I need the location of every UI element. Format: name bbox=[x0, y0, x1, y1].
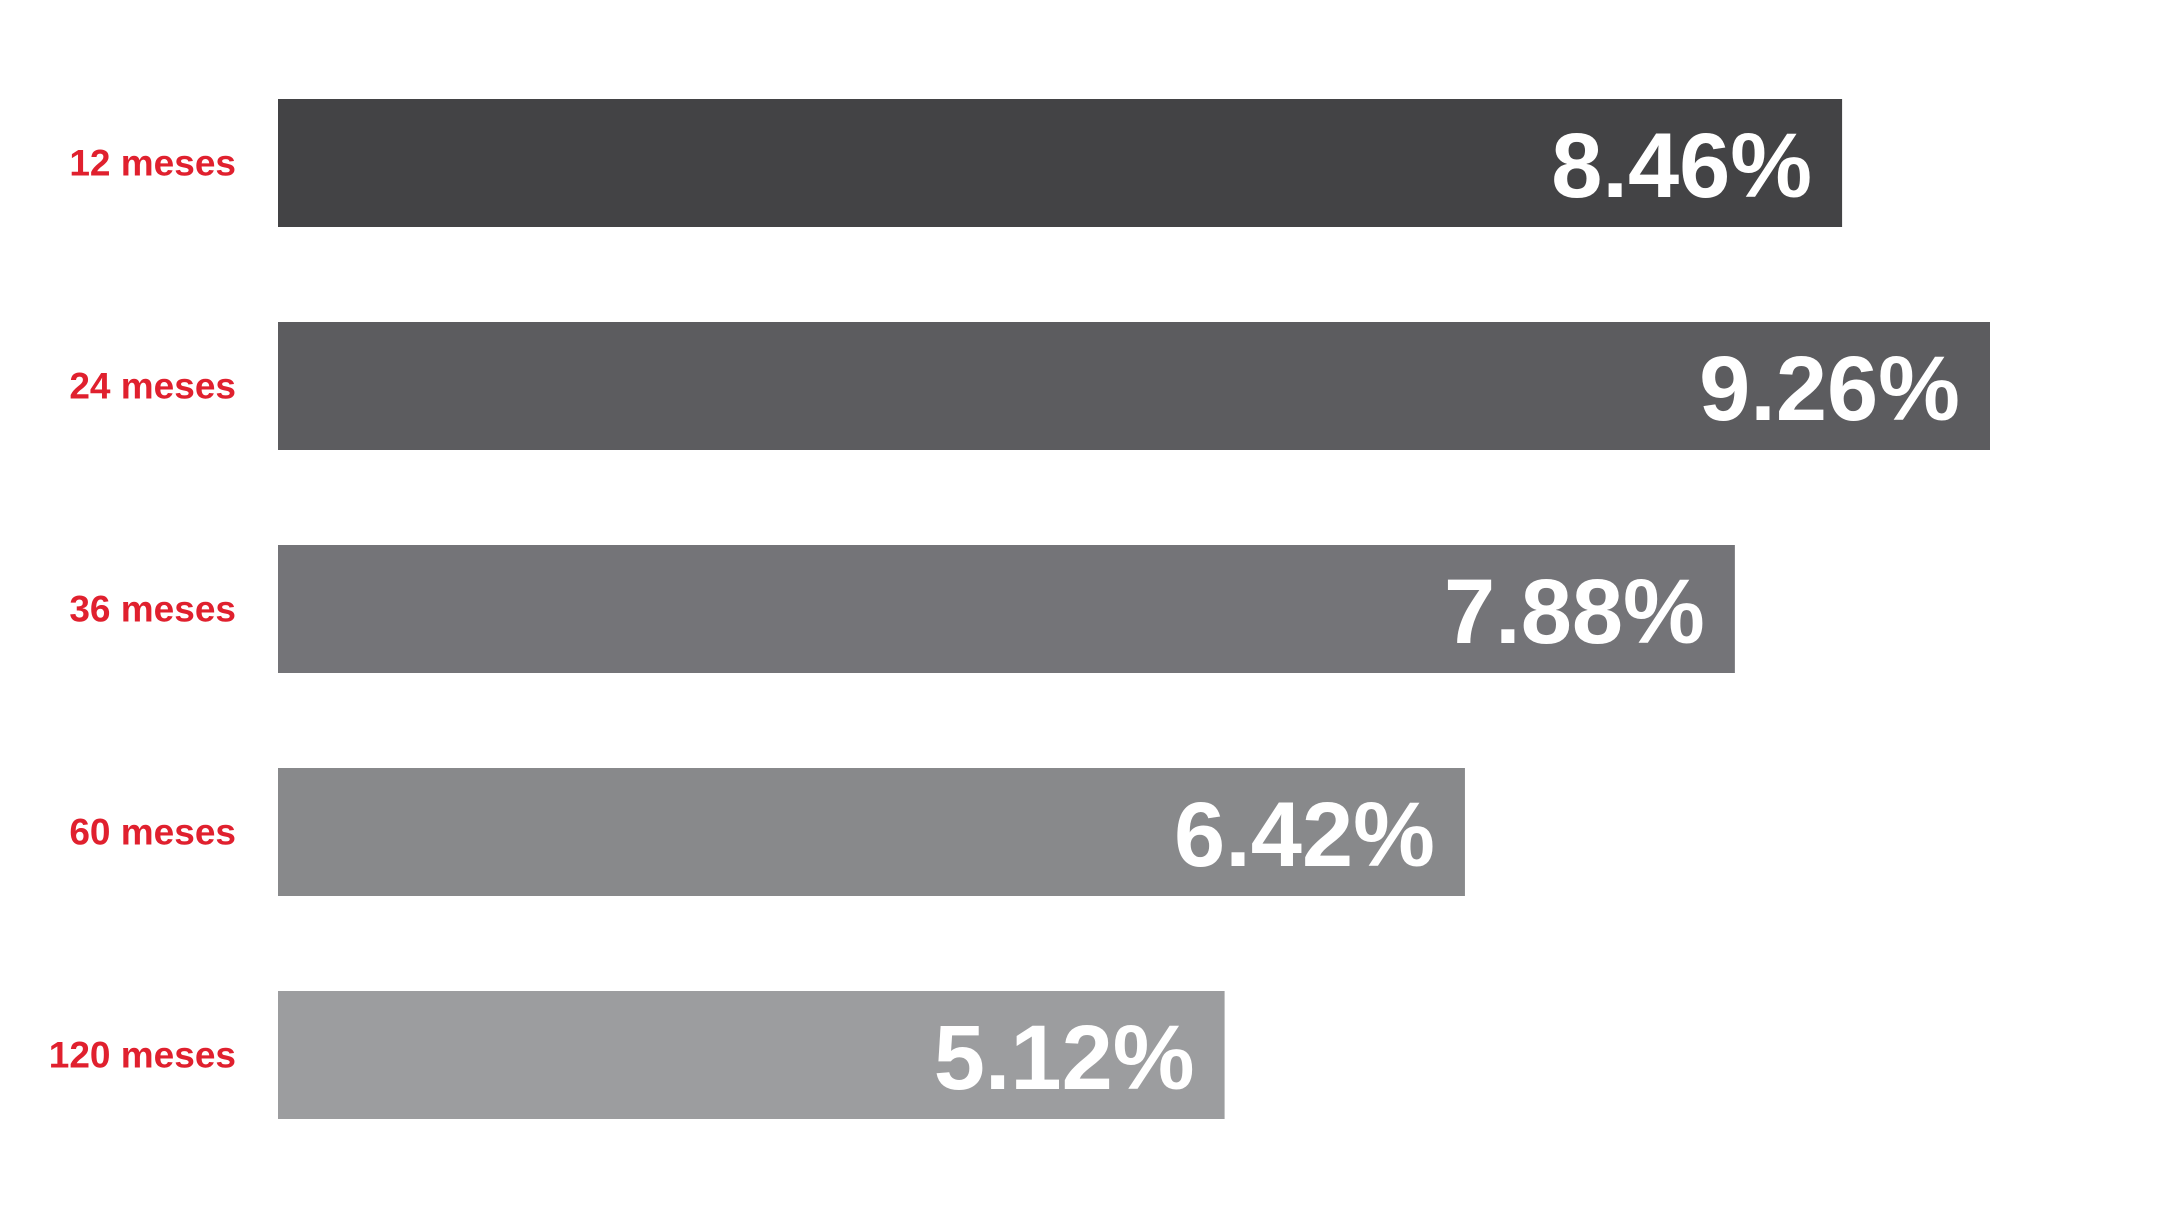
bar bbox=[278, 99, 1843, 227]
value-label: 8.46% bbox=[1551, 115, 1812, 217]
category-labels-group: 12 meses 24 meses 36 meses 60 meses 120 mese… bbox=[49, 143, 236, 1076]
category-label: 24 meses bbox=[69, 366, 236, 407]
bar bbox=[278, 768, 1465, 896]
value-label: 6.42% bbox=[1174, 784, 1435, 886]
bar bbox=[278, 991, 1225, 1119]
bar bbox=[278, 322, 1990, 450]
value-label: 7.88% bbox=[1444, 561, 1705, 663]
value-label: 9.26% bbox=[1699, 338, 1960, 440]
category-label: 120 meses bbox=[49, 1035, 236, 1076]
category-label: 36 meses bbox=[69, 589, 236, 630]
value-labels-group: 8.46% 9.26% 7.88% 6.42% 5.12% bbox=[934, 115, 1960, 1109]
category-label: 60 meses bbox=[69, 812, 236, 853]
bar bbox=[278, 545, 1735, 673]
category-label: 12 meses bbox=[69, 143, 236, 184]
value-label: 5.12% bbox=[934, 1007, 1195, 1109]
bars-group bbox=[278, 99, 1990, 1119]
